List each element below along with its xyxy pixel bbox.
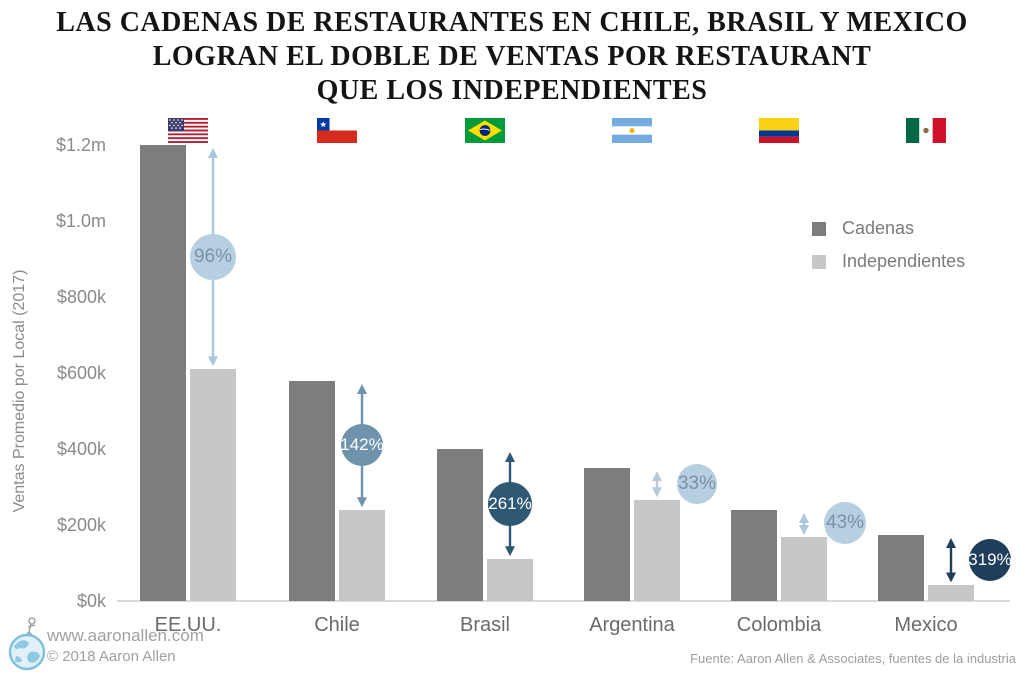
- chart-title-line-3: QUE LOS INDEPENDIENTES: [316, 75, 708, 106]
- bar-cadenas-eeuu: [140, 145, 186, 601]
- y-tick-label: $1.2m: [55, 135, 106, 155]
- argentina-flag-icon: [612, 118, 652, 143]
- chart-title: LAS CADENAS DE RESTAURANTES EN CHILE, BR…: [0, 6, 1024, 108]
- difference-bubble-chile: 142%: [340, 424, 384, 467]
- difference-bubble-brasil: 261%: [488, 482, 532, 527]
- brazil-flag-icon: [465, 118, 505, 143]
- chart-title-line-2: LOGRAN EL DOBLE DE VENTAS POR RESTAURANT: [152, 41, 872, 72]
- chile-flag-icon: [317, 118, 357, 143]
- independientes-swatch-icon: [812, 254, 826, 269]
- x-axis-label-colombia: Colombia: [736, 614, 822, 636]
- legend: Cadenas Independientes: [812, 218, 965, 284]
- x-axis-label-chile: Chile: [314, 614, 360, 636]
- difference-bubble-eeuu: 96%: [190, 234, 236, 281]
- y-tick-label: $0k: [76, 591, 106, 611]
- legend-label-independientes: Independientes: [842, 251, 966, 271]
- colombia-flag-icon: [759, 118, 799, 143]
- legend-item-independientes: Independientes: [812, 251, 965, 272]
- bar-cadenas-chile: [289, 380, 335, 601]
- bar-independientes-argentina: [634, 500, 680, 601]
- footer-source: Fuente: Aaron Allen & Associates, fuente…: [690, 651, 1016, 666]
- difference-arrow-icon-mexico: [944, 537, 958, 583]
- y-tick-label: $600k: [56, 363, 106, 383]
- cadenas-swatch-icon: [812, 221, 826, 236]
- difference-bubble-argentina: 33%: [677, 464, 717, 505]
- legend-label-cadenas: Cadenas: [842, 218, 915, 238]
- difference-bubble-mexico: 319%: [968, 538, 1012, 581]
- bar-independientes-brasil: [487, 559, 533, 601]
- bar-independientes-eeuu: [190, 369, 236, 601]
- y-tick-label: $400k: [56, 439, 106, 459]
- bar-independientes-mexico: [928, 585, 974, 601]
- y-tick-label: $200k: [56, 515, 106, 535]
- footer-copyright: © 2018 Aaron Allen: [47, 648, 176, 665]
- us-flag-icon: [168, 118, 208, 143]
- x-axis-label-eeuu: EE.UU.: [154, 614, 222, 636]
- bar-cadenas-colombia: [731, 509, 777, 601]
- bar-independientes-colombia: [781, 537, 827, 601]
- x-axis-label-mexico: Mexico: [894, 614, 958, 636]
- bar-independientes-chile: [339, 509, 385, 601]
- difference-arrow-icon-argentina: [650, 471, 664, 498]
- bar-cadenas-brasil: [437, 449, 483, 601]
- bar-cadenas-mexico: [878, 534, 924, 601]
- bar-cadenas-argentina: [584, 468, 630, 601]
- globe-icon: [5, 615, 51, 673]
- difference-bubble-colombia: 43%: [824, 502, 866, 545]
- y-tick-label: $800k: [56, 287, 106, 307]
- difference-arrow-icon-colombia: [797, 512, 811, 535]
- legend-item-cadenas: Cadenas: [812, 218, 965, 239]
- y-tick-label: $1.0m: [55, 211, 106, 231]
- x-axis-label-argentina: Argentina: [589, 614, 675, 636]
- x-axis-line: [117, 600, 1010, 602]
- x-axis-label-brasil: Brasil: [459, 614, 510, 636]
- footer-website: www.aaronallen.com: [47, 626, 204, 645]
- mexico-flag-icon: [906, 118, 946, 143]
- chart-title-line-1: LAS CADENAS DE RESTAURANTES EN CHILE, BR…: [56, 7, 968, 38]
